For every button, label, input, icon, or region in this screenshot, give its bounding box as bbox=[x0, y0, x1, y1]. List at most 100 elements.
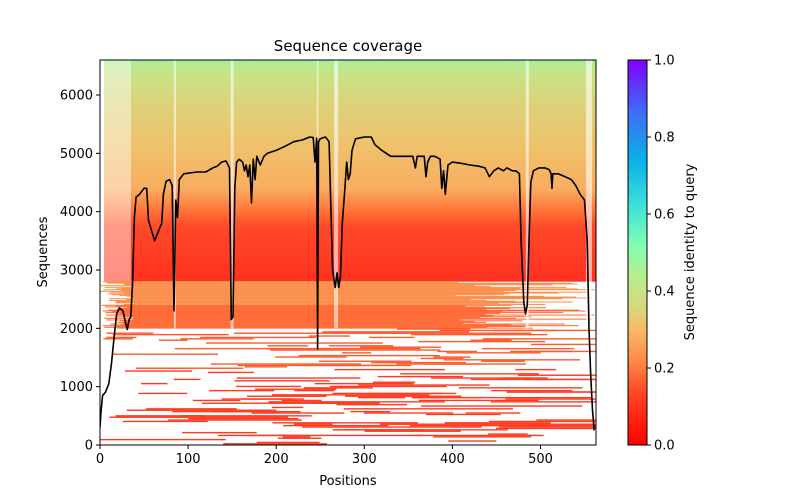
alignment-row bbox=[135, 367, 186, 369]
gap-streak bbox=[525, 60, 529, 329]
alignment-row bbox=[277, 437, 322, 439]
alignment-row bbox=[301, 426, 482, 428]
alignment-row bbox=[210, 410, 301, 413]
alignment-row bbox=[343, 408, 513, 410]
alignment-row bbox=[528, 423, 596, 425]
colorbar-label: Sequence identity to query bbox=[683, 163, 698, 340]
alignment-row bbox=[499, 426, 596, 428]
alignment-row bbox=[481, 360, 525, 362]
alignment-row bbox=[188, 417, 299, 420]
alignment-row bbox=[342, 352, 372, 354]
alignment-row bbox=[119, 294, 456, 296]
alignment-row bbox=[302, 364, 412, 367]
alignment-row bbox=[410, 333, 548, 336]
alignment-row bbox=[254, 388, 337, 390]
gap-streak bbox=[173, 60, 176, 329]
alignment-row bbox=[103, 289, 595, 291]
alignment-row bbox=[536, 419, 596, 421]
alignment-row bbox=[133, 303, 500, 305]
alignment-row bbox=[121, 308, 511, 310]
alignment-row bbox=[298, 354, 440, 357]
alignment-row bbox=[173, 378, 201, 381]
alignment-row bbox=[117, 327, 533, 329]
alignment-row bbox=[496, 427, 596, 430]
alignment-row bbox=[116, 288, 578, 290]
colorbar-tick-label: 0.0 bbox=[654, 439, 675, 454]
alignment-row bbox=[433, 436, 532, 438]
y-tick-label: 1000 bbox=[60, 380, 93, 395]
alignment-row bbox=[123, 322, 464, 324]
alignment-row bbox=[126, 409, 271, 411]
alignment-row bbox=[132, 296, 576, 298]
alignment-row bbox=[281, 399, 322, 402]
alignment-row bbox=[120, 287, 520, 289]
alignment-row bbox=[246, 395, 327, 397]
alignment-row bbox=[109, 416, 289, 418]
alignment-row bbox=[282, 436, 311, 438]
x-tick-label: 100 bbox=[176, 452, 201, 467]
alignment-row bbox=[272, 422, 418, 424]
alignment-row bbox=[470, 339, 512, 341]
alignment-row bbox=[530, 343, 596, 346]
alignment-row bbox=[379, 423, 538, 425]
chart-title: Sequence coverage bbox=[274, 37, 422, 55]
alignment-row bbox=[116, 308, 487, 310]
alignment-row bbox=[164, 367, 244, 369]
alignment-row bbox=[107, 293, 509, 295]
alignment-row bbox=[115, 415, 204, 417]
alignment-row bbox=[433, 356, 471, 358]
alignment-row bbox=[357, 396, 406, 399]
alignment-row bbox=[105, 281, 458, 283]
alignment-row bbox=[368, 392, 457, 395]
alignment-row bbox=[332, 429, 426, 431]
alignment-row bbox=[104, 326, 488, 328]
x-axis-label: Positions bbox=[319, 474, 377, 489]
gap-streak bbox=[230, 60, 234, 329]
alignment-row bbox=[267, 345, 309, 347]
alignment-row bbox=[420, 405, 583, 407]
alignment-row bbox=[396, 328, 471, 330]
alignment-row bbox=[268, 401, 445, 403]
colorbar bbox=[627, 59, 648, 446]
alignment-row bbox=[138, 392, 188, 395]
alignment-row bbox=[415, 434, 544, 437]
alignment-row bbox=[412, 396, 592, 399]
alignment-row bbox=[236, 377, 361, 379]
alignment-row bbox=[425, 413, 501, 416]
alignment-row bbox=[334, 368, 445, 371]
alignment-row bbox=[363, 412, 454, 414]
alignment-row bbox=[515, 368, 557, 371]
alignment-row bbox=[125, 370, 193, 372]
colorbar-tick-label: 0.2 bbox=[654, 362, 675, 377]
alignment-row bbox=[491, 389, 573, 392]
alignment-row bbox=[502, 377, 532, 379]
alignment-row bbox=[345, 395, 462, 397]
alignment-row bbox=[111, 294, 504, 296]
alignment-row bbox=[106, 336, 137, 339]
alignment-row bbox=[322, 331, 470, 333]
alignment-row bbox=[444, 422, 551, 424]
y-axis-label: Sequences bbox=[36, 216, 51, 287]
alignment-row bbox=[119, 320, 523, 322]
alignment-row bbox=[303, 387, 356, 389]
alignment-row bbox=[338, 387, 373, 389]
alignment-row bbox=[167, 419, 302, 421]
x-tick-label: 500 bbox=[528, 452, 553, 467]
colorbar-tick-label: 1.0 bbox=[654, 54, 675, 69]
alignment-row bbox=[393, 332, 532, 334]
alignment-row bbox=[123, 315, 493, 317]
alignment-row bbox=[223, 443, 328, 445]
alignment-row bbox=[100, 290, 505, 292]
x-tick-label: 0 bbox=[96, 452, 104, 467]
plot-frame bbox=[99, 59, 597, 446]
alignment-row bbox=[104, 317, 517, 319]
alignment-row bbox=[146, 408, 237, 410]
alignment-row bbox=[430, 377, 548, 379]
alignment-row bbox=[133, 318, 592, 320]
alignment-row bbox=[109, 291, 590, 293]
alignment-row bbox=[123, 283, 578, 285]
alignment-row bbox=[369, 336, 415, 339]
alignment-row bbox=[409, 424, 561, 427]
alignment-row bbox=[271, 406, 304, 409]
